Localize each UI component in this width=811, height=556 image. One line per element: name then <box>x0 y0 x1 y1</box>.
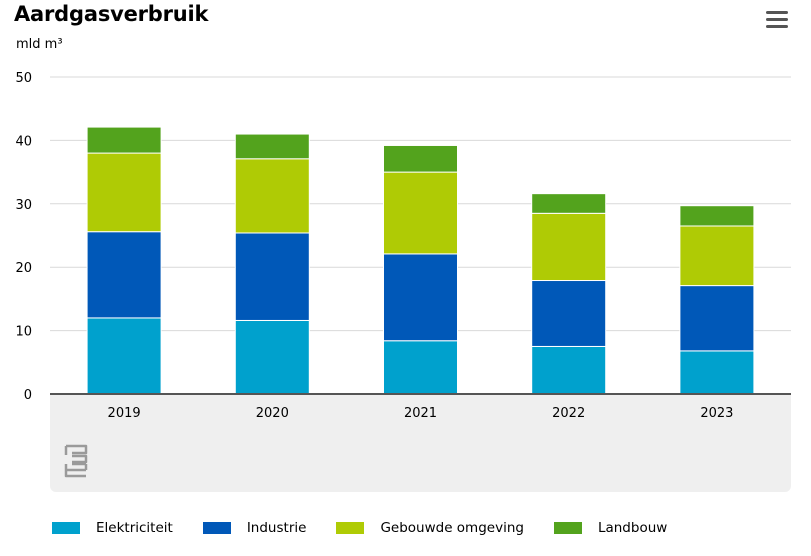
plot-footer-band <box>50 394 791 492</box>
hamburger-menu-icon[interactable] <box>766 11 788 31</box>
x-tick-label: 2021 <box>404 406 437 421</box>
bar-segment <box>86 126 162 154</box>
bar-segment <box>234 158 310 234</box>
bar-segment <box>86 152 162 233</box>
bar-segment <box>86 231 162 319</box>
stacked-bar-chart: 0 10 20 30 40 50 2019 2020 2021 2022 2023 <box>15 71 791 492</box>
legend-swatch <box>553 522 582 534</box>
legend-label: Gebouwde omgeving <box>380 520 524 536</box>
legend-item[interactable]: Landbouw <box>553 520 668 536</box>
bar-segment <box>679 205 755 227</box>
x-tick-label: 2019 <box>108 406 141 421</box>
bar-segment <box>383 144 458 173</box>
legend-swatch <box>336 522 365 534</box>
bar-segment <box>531 345 607 395</box>
y-tick-label: 30 <box>15 198 32 213</box>
y-tick-label: 20 <box>15 261 32 276</box>
legend-item[interactable]: Gebouwde omgeving <box>336 520 524 536</box>
legend-label: Elektriciteit <box>96 520 173 536</box>
chart-title: Aardgasverbruik <box>14 2 209 26</box>
legend-label: Industrie <box>246 520 307 536</box>
bar-segment <box>234 232 310 321</box>
bar-segment <box>679 225 755 287</box>
y-tick-label: 0 <box>24 388 32 403</box>
legend-item[interactable]: Industrie <box>202 520 307 536</box>
y-tick-label: 40 <box>15 134 32 149</box>
x-tick-label: 2022 <box>552 406 585 421</box>
legend: Elektriciteit Industrie Gebouwde omgeving L… <box>52 520 697 536</box>
bar-segment <box>679 350 755 395</box>
bar-segment <box>531 193 607 214</box>
bar-segment <box>679 285 755 352</box>
cbs-logo-icon <box>64 444 88 478</box>
bar-segment <box>531 280 607 347</box>
legend-swatch <box>52 522 80 534</box>
legend-item[interactable]: Elektriciteit <box>52 520 173 536</box>
bar-segment <box>234 319 310 395</box>
y-tick-label: 10 <box>15 325 32 340</box>
bar-segment <box>531 212 607 282</box>
bar-segment <box>234 133 310 160</box>
bar-segment <box>86 317 162 395</box>
x-tick-label: 2020 <box>256 406 289 421</box>
bar-segment <box>383 171 458 255</box>
unit-label: mld m³ <box>16 37 63 52</box>
legend-label: Landbouw <box>597 520 668 536</box>
bar-segment <box>383 253 458 342</box>
plot-footer-band-top <box>50 394 791 404</box>
bar-segment <box>383 340 458 395</box>
y-tick-label: 50 <box>15 71 32 86</box>
legend-swatch <box>202 522 231 534</box>
x-tick-label: 2023 <box>700 406 733 421</box>
